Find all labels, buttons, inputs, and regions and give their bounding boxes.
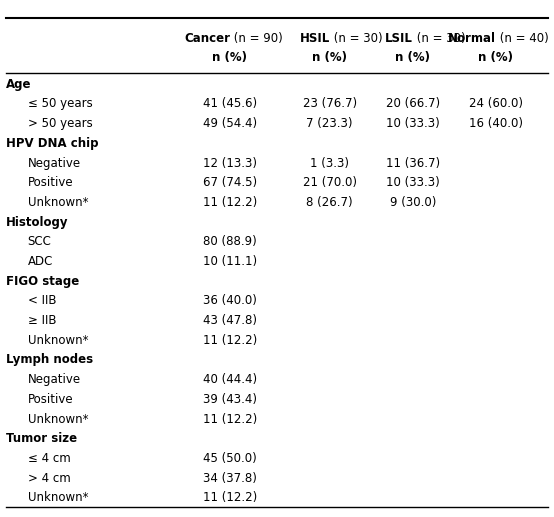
Text: 10 (33.3): 10 (33.3)	[386, 117, 440, 130]
Text: 11 (12.2): 11 (12.2)	[203, 196, 257, 209]
Text: Unknown*: Unknown*	[28, 413, 88, 425]
Text: (n = 30): (n = 30)	[413, 32, 465, 45]
Text: FIGO stage: FIGO stage	[6, 275, 79, 287]
Text: ADC: ADC	[28, 255, 53, 268]
Text: 1 (3.3): 1 (3.3)	[310, 157, 349, 170]
Text: ≤ 50 years: ≤ 50 years	[28, 97, 93, 111]
Text: Negative: Negative	[28, 373, 81, 386]
Text: 23 (76.7): 23 (76.7)	[302, 97, 357, 111]
Text: 10 (11.1): 10 (11.1)	[203, 255, 257, 268]
Text: 12 (13.3): 12 (13.3)	[203, 157, 257, 170]
Text: Age: Age	[6, 78, 31, 91]
Text: (n = 90): (n = 90)	[230, 32, 283, 45]
Text: Normal: Normal	[448, 32, 496, 45]
Text: LSIL: LSIL	[385, 32, 413, 45]
Text: Negative: Negative	[28, 157, 81, 170]
Text: 80 (88.9): 80 (88.9)	[203, 235, 257, 248]
Text: 11 (12.2): 11 (12.2)	[203, 413, 257, 425]
Text: > 50 years: > 50 years	[28, 117, 93, 130]
Text: Cancer: Cancer	[184, 32, 230, 45]
Text: 9 (30.0): 9 (30.0)	[389, 196, 436, 209]
Text: 49 (54.4): 49 (54.4)	[203, 117, 257, 130]
Text: 11 (12.2): 11 (12.2)	[203, 334, 257, 347]
Text: (n = 40): (n = 40)	[496, 32, 548, 45]
Text: 40 (44.4): 40 (44.4)	[203, 373, 257, 386]
Text: > 4 cm: > 4 cm	[28, 472, 70, 484]
Text: 16 (40.0): 16 (40.0)	[469, 117, 523, 130]
Text: Histology: Histology	[6, 216, 68, 229]
Text: 43 (47.8): 43 (47.8)	[203, 314, 257, 327]
Text: Positive: Positive	[28, 176, 73, 189]
Text: 11 (12.2): 11 (12.2)	[203, 491, 257, 504]
Text: 21 (70.0): 21 (70.0)	[302, 176, 357, 189]
Text: Unknown*: Unknown*	[28, 196, 88, 209]
Text: 10 (33.3): 10 (33.3)	[386, 176, 440, 189]
Text: 24 (60.0): 24 (60.0)	[469, 97, 523, 111]
Text: n (%): n (%)	[212, 51, 248, 65]
Text: 20 (66.7): 20 (66.7)	[386, 97, 440, 111]
Text: n (%): n (%)	[312, 51, 347, 65]
Text: 36 (40.0): 36 (40.0)	[203, 294, 257, 308]
Text: Unknown*: Unknown*	[28, 491, 88, 504]
Text: 8 (26.7): 8 (26.7)	[306, 196, 353, 209]
Text: 67 (74.5): 67 (74.5)	[203, 176, 257, 189]
Text: 34 (37.8): 34 (37.8)	[203, 472, 257, 484]
Text: 41 (45.6): 41 (45.6)	[203, 97, 257, 111]
Text: 11 (36.7): 11 (36.7)	[386, 157, 440, 170]
Text: Unknown*: Unknown*	[28, 334, 88, 347]
Text: Lymph nodes: Lymph nodes	[6, 354, 93, 367]
Text: < IIB: < IIB	[28, 294, 56, 308]
Text: (n = 30): (n = 30)	[330, 32, 382, 45]
Text: HPV DNA chip: HPV DNA chip	[6, 137, 98, 150]
Text: ≥ IIB: ≥ IIB	[28, 314, 56, 327]
Text: HSIL: HSIL	[299, 32, 330, 45]
Text: 7 (23.3): 7 (23.3)	[306, 117, 353, 130]
Text: Tumor size: Tumor size	[6, 432, 76, 445]
Text: Positive: Positive	[28, 393, 73, 406]
Text: ≤ 4 cm: ≤ 4 cm	[28, 452, 70, 465]
Text: n (%): n (%)	[395, 51, 430, 65]
Text: 39 (43.4): 39 (43.4)	[203, 393, 257, 406]
Text: 45 (50.0): 45 (50.0)	[203, 452, 257, 465]
Text: SCC: SCC	[28, 235, 52, 248]
Text: n (%): n (%)	[478, 51, 514, 65]
